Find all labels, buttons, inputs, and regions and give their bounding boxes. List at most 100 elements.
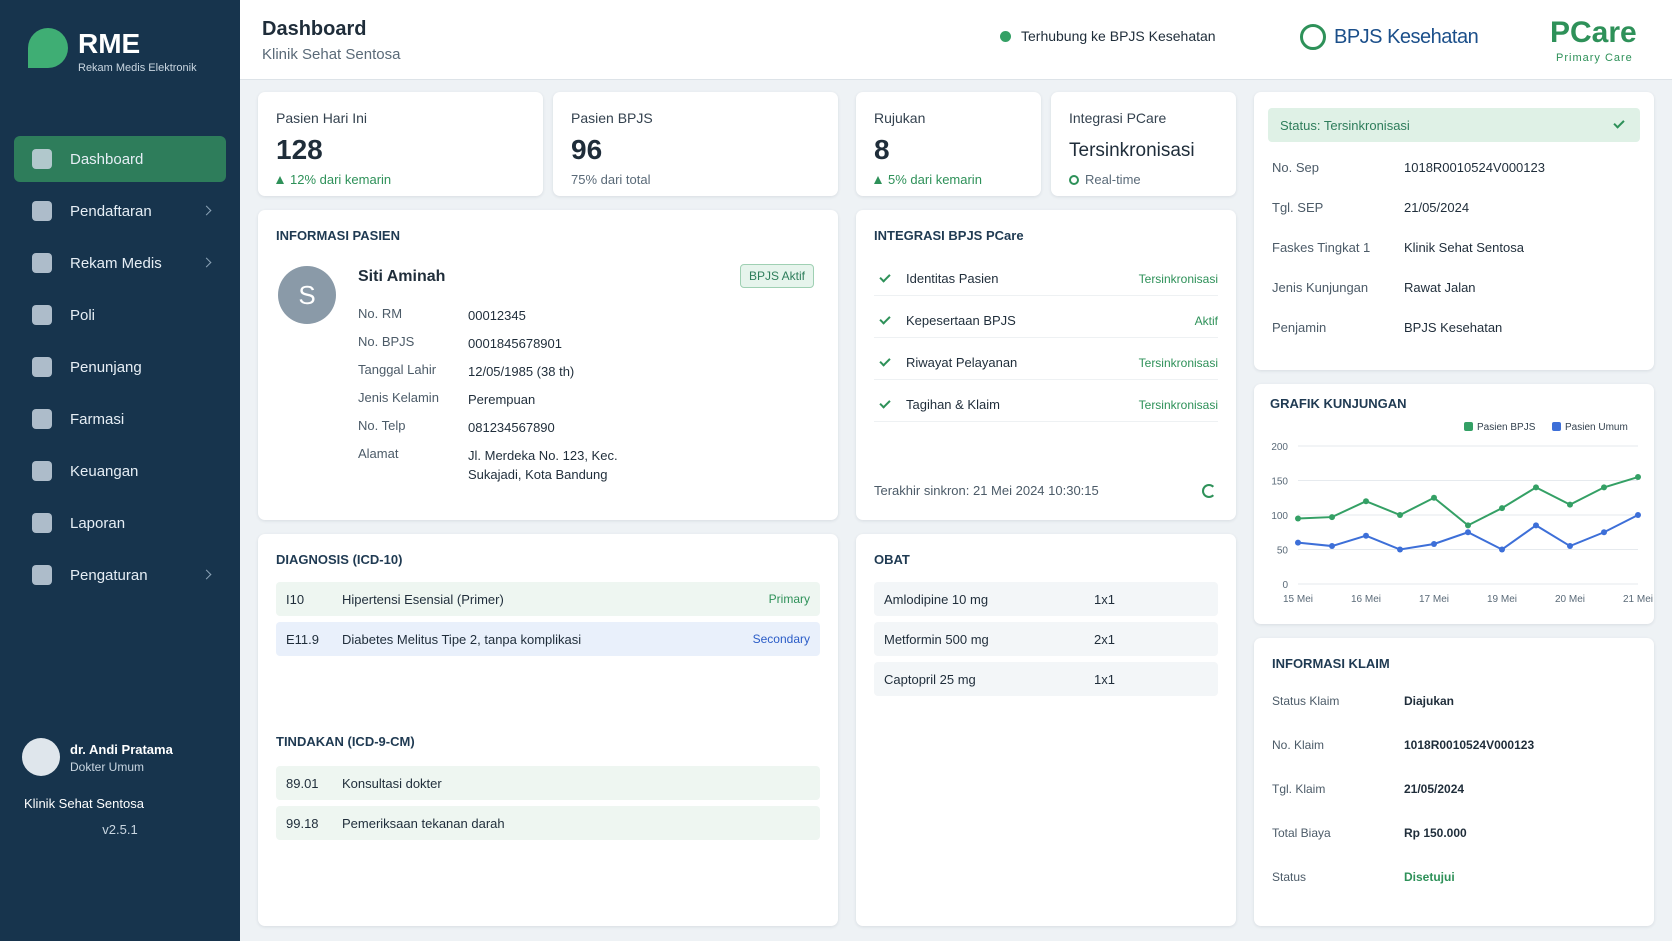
check-icon bbox=[879, 354, 891, 367]
sep-value: 21/05/2024 bbox=[1404, 200, 1470, 215]
card-title: OBAT bbox=[874, 552, 910, 567]
integration-row: Riwayat Pelayanan Tersinkronisasi bbox=[874, 346, 1218, 380]
legend-swatch bbox=[1552, 422, 1561, 431]
code: 99.18 bbox=[286, 815, 319, 831]
note-text: Real-time bbox=[1085, 172, 1141, 187]
card-title: INFORMASI PASIEN bbox=[276, 228, 400, 243]
item-status: Tersinkronisasi bbox=[1138, 355, 1218, 370]
tag: Secondary bbox=[752, 632, 810, 646]
diagnosis-row: I10 Hipertensi Esensial (Primer) Primary bbox=[276, 582, 820, 616]
user-profile[interactable]: dr. Andi Pratama Dokter Umum bbox=[22, 738, 218, 782]
claim-value: Disetujui bbox=[1404, 870, 1455, 884]
logo-icon bbox=[28, 28, 68, 68]
sep-value: Rawat Jalan bbox=[1404, 280, 1476, 295]
medication-row: Metformin 500 mg 2x1 bbox=[874, 622, 1218, 656]
refresh-button[interactable] bbox=[1202, 484, 1216, 498]
menu-item[interactable]: Pengaturan bbox=[14, 552, 226, 598]
stat-label: Rujukan bbox=[874, 110, 926, 126]
diagnosis-row: E11.9 Diabetes Melitus Tipe 2, tanpa komp… bbox=[276, 622, 820, 656]
code: I10 bbox=[286, 591, 305, 607]
menu-icon bbox=[32, 149, 52, 169]
menu-label: Laporan bbox=[70, 514, 126, 532]
chart-title: GRAFIK KUNJUNGAN bbox=[1270, 396, 1407, 411]
sep-label: Penjamin bbox=[1272, 320, 1327, 335]
menu-item[interactable]: Keuangan bbox=[14, 448, 226, 494]
dose: 2x1 bbox=[1094, 631, 1115, 647]
dose: 1x1 bbox=[1094, 591, 1115, 607]
claim-value: Diajukan bbox=[1404, 694, 1455, 708]
menu-item[interactable]: Rekam Medis bbox=[14, 240, 226, 286]
menu-item[interactable]: Farmasi bbox=[14, 396, 226, 442]
card-title: DIAGNOSIS (ICD-10) bbox=[276, 552, 403, 567]
data-point bbox=[1635, 474, 1641, 481]
field-value: 081234567890 bbox=[468, 420, 555, 435]
last-sync: Terakhir sinkron: 21 Mei 2024 10:30:15 bbox=[874, 483, 1099, 498]
data-point bbox=[1499, 546, 1505, 553]
menu-item[interactable]: Laporan bbox=[14, 500, 226, 546]
item-status: Tersinkronisasi bbox=[1138, 271, 1218, 286]
integration-card: INTEGRASI BPJS PCare Terakhir sinkron: 2… bbox=[856, 210, 1236, 520]
menu-label: Penunjang bbox=[70, 358, 142, 376]
field-value: 0001845678901 bbox=[468, 336, 562, 351]
legend-swatch bbox=[1464, 422, 1473, 431]
menu-label: Keuangan bbox=[70, 462, 139, 480]
menu-icon bbox=[32, 305, 52, 325]
data-point bbox=[1329, 514, 1335, 521]
sep-label: No. Sep bbox=[1272, 160, 1319, 175]
data-point bbox=[1431, 494, 1437, 501]
item-name: Riwayat Pelayanan bbox=[906, 355, 1018, 370]
dose: 1x1 bbox=[1094, 671, 1115, 687]
y-tick-label: 50 bbox=[1277, 546, 1289, 557]
sep-label: Jenis Kunjungan bbox=[1272, 280, 1369, 295]
item-name: Kepesertaan BPJS bbox=[906, 313, 1016, 328]
badge: BPJS Aktif bbox=[739, 264, 814, 288]
claim-label: Total Biaya bbox=[1272, 826, 1331, 840]
field-label: Alamat bbox=[358, 446, 399, 461]
data-point bbox=[1533, 484, 1539, 491]
menu-label: Poli bbox=[70, 306, 96, 324]
item-name: Tagihan & Klaim bbox=[906, 397, 1000, 412]
data-point bbox=[1567, 501, 1573, 508]
menu-item[interactable]: Penunjang bbox=[14, 344, 226, 390]
code: E11.9 bbox=[286, 631, 320, 647]
data-point bbox=[1295, 539, 1301, 546]
diagnosis-card: DIAGNOSIS (ICD-10) TINDAKAN (ICD-9-CM) I… bbox=[258, 534, 838, 926]
drug-name: Metformin 500 mg bbox=[884, 631, 989, 647]
chevron bbox=[201, 205, 212, 216]
bpjs-logo: BPJS Kesehatan bbox=[1300, 24, 1479, 50]
claim-label: Status bbox=[1272, 870, 1307, 884]
status-dot bbox=[1000, 30, 1011, 42]
patient-avatar: S bbox=[278, 266, 336, 324]
menu-icon bbox=[32, 565, 52, 585]
procedure-row: 99.18 Pemeriksaan tekanan darah bbox=[276, 806, 820, 840]
diagnosis-name: Diabetes Melitus Tipe 2, tanpa komplikas… bbox=[342, 631, 582, 647]
sep-value: Klinik Sehat Sentosa bbox=[1404, 240, 1524, 255]
medication-row: Amlodipine 10 mg 1x1 bbox=[874, 582, 1218, 616]
connection-text: Terhubung ke BPJS Kesehatan bbox=[1021, 28, 1216, 44]
menu-icon bbox=[32, 201, 52, 221]
stat-card: Pasien Hari Ini 128 12% dari kemarin bbox=[258, 92, 543, 196]
stat-card: Rujukan 8 5% dari kemarin bbox=[856, 92, 1041, 196]
sep-value: BPJS Kesehatan bbox=[1404, 320, 1503, 335]
x-tick-label: 16 Mei bbox=[1351, 594, 1381, 605]
stat-value: 128 bbox=[276, 134, 323, 165]
y-tick-label: 150 bbox=[1271, 477, 1288, 488]
stat-label: Pasien Hari Ini bbox=[276, 110, 368, 126]
chevron bbox=[201, 569, 212, 580]
menu-item[interactable]: Pendaftaran bbox=[14, 188, 226, 234]
logo-subtitle: Rekam Medis Elektronik bbox=[78, 62, 197, 74]
procedure-name: Pemeriksaan tekanan darah bbox=[342, 815, 505, 831]
bpjs-text: BPJS Kesehatan bbox=[1334, 25, 1479, 48]
sep-label: Tgl. SEP bbox=[1272, 200, 1324, 215]
chart: GRAFIK KUNJUNGAN 0 50 100 150 200 15 Mei 16 Me… bbox=[1270, 396, 1653, 605]
menu-label: Dashboard bbox=[70, 150, 144, 168]
check-icon bbox=[879, 396, 891, 409]
chart-card: GRAFIK KUNJUNGAN 0 50 100 150 200 15 Mei 16 Me… bbox=[1254, 384, 1654, 624]
data-point bbox=[1601, 529, 1607, 536]
menu-item[interactable]: Poli bbox=[14, 292, 226, 338]
check-icon bbox=[1613, 117, 1625, 129]
field-label: Jenis Kelamin bbox=[358, 390, 439, 405]
menu-item[interactable]: Dashboard bbox=[14, 136, 226, 182]
field-label: Tanggal Lahir bbox=[358, 362, 437, 377]
up-arrow bbox=[276, 175, 284, 184]
